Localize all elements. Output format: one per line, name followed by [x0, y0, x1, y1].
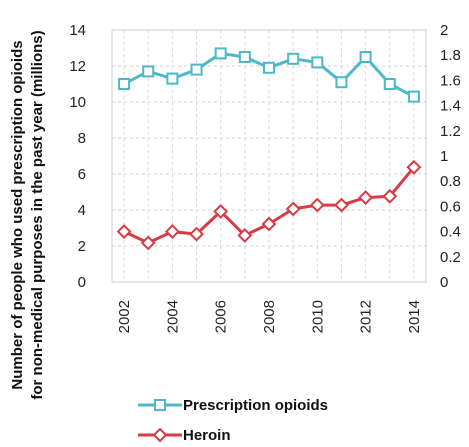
data-point-prescription-opioids	[311, 56, 324, 69]
x-tick-label: 2010	[309, 300, 326, 333]
y-axis-left: 0 2 4 6 8 10 12 14	[69, 22, 86, 291]
legend-marker-heroin	[152, 427, 168, 443]
y2-tick-label: 1	[440, 148, 448, 165]
y-tick-label: 6	[78, 166, 86, 183]
data-point-heroin	[309, 197, 325, 213]
data-point-prescription-opioids	[118, 78, 131, 90]
y2-tick-label: 0.6	[440, 198, 461, 215]
x-tick-label: 2012	[358, 300, 375, 333]
y-axis-right: 0 0.2 0.4 0.6 0.8 1 1.2 1.4 1.6 1.8 2	[440, 22, 461, 291]
y2-tick-label: 2	[440, 22, 448, 39]
series-group	[116, 47, 422, 251]
data-point-prescription-opioids	[383, 78, 396, 90]
data-point-prescription-opioids	[166, 72, 179, 85]
plot-area	[111, 29, 427, 283]
legend: Prescription opioids Heroin	[138, 397, 328, 444]
data-point-prescription-opioids	[214, 47, 227, 60]
data-point-prescription-opioids	[335, 76, 348, 89]
data-point-heroin	[164, 224, 180, 240]
data-point-prescription-opioids	[142, 65, 155, 78]
legend-item-prescription-opioids: Prescription opioids	[138, 397, 328, 414]
y2-tick-label: 1.4	[440, 98, 461, 115]
x-tick-label: 2002	[116, 300, 133, 333]
data-point-prescription-opioids	[359, 51, 372, 63]
data-point-heroin	[261, 216, 277, 232]
data-point-heroin	[116, 224, 132, 240]
y-tick-label: 2	[78, 238, 86, 255]
data-point-heroin	[213, 203, 229, 219]
data-point-prescription-opioids	[287, 52, 300, 65]
legend-marker-prescription-opioids	[154, 399, 166, 411]
y2-tick-label: 0.2	[440, 249, 461, 266]
y2-tick-label: 1.8	[440, 47, 461, 64]
y-tick-label: 10	[69, 94, 86, 111]
y2-tick-label: 1.2	[440, 123, 461, 140]
x-axis: 2002 2004 2006 2008 2010 2012 2014	[116, 300, 423, 333]
data-point-heroin	[189, 226, 204, 242]
data-point-prescription-opioids	[238, 51, 251, 63]
data-point-heroin	[237, 227, 253, 243]
y2-tick-label: 0.4	[440, 224, 461, 241]
y-tick-label: 14	[69, 22, 86, 39]
legend-label-heroin: Heroin	[183, 427, 231, 444]
y-tick-label: 8	[78, 130, 86, 147]
data-point-heroin	[285, 201, 301, 217]
y-axis-title-line-1: Number of people who used prescription o…	[9, 40, 26, 389]
y2-tick-label: 1.6	[440, 72, 461, 89]
y-tick-label: 12	[69, 58, 86, 75]
x-tick-label: 2006	[213, 300, 230, 333]
legend-item-heroin: Heroin	[138, 427, 231, 444]
data-point-prescription-opioids	[407, 90, 420, 103]
data-point-heroin	[382, 188, 398, 204]
data-point-prescription-opioids	[190, 63, 203, 76]
y2-tick-label: 0.8	[440, 173, 461, 190]
x-tick-label: 2014	[406, 300, 423, 333]
data-point-prescription-opioids	[263, 61, 275, 74]
y-tick-label: 4	[78, 202, 86, 219]
data-point-heroin	[140, 235, 156, 251]
y-tick-label: 0	[78, 274, 86, 291]
x-tick-label: 2004	[164, 300, 181, 333]
y2-tick-label: 0	[440, 274, 448, 291]
legend-label-prescription-opioids: Prescription opioids	[183, 397, 328, 414]
data-point-heroin	[358, 190, 374, 206]
data-point-heroin	[334, 197, 349, 213]
x-tick-label: 2008	[261, 300, 278, 333]
data-point-heroin	[406, 159, 422, 175]
y-axis-title-line-2: for non-medical purposes in the past yea…	[29, 30, 46, 399]
